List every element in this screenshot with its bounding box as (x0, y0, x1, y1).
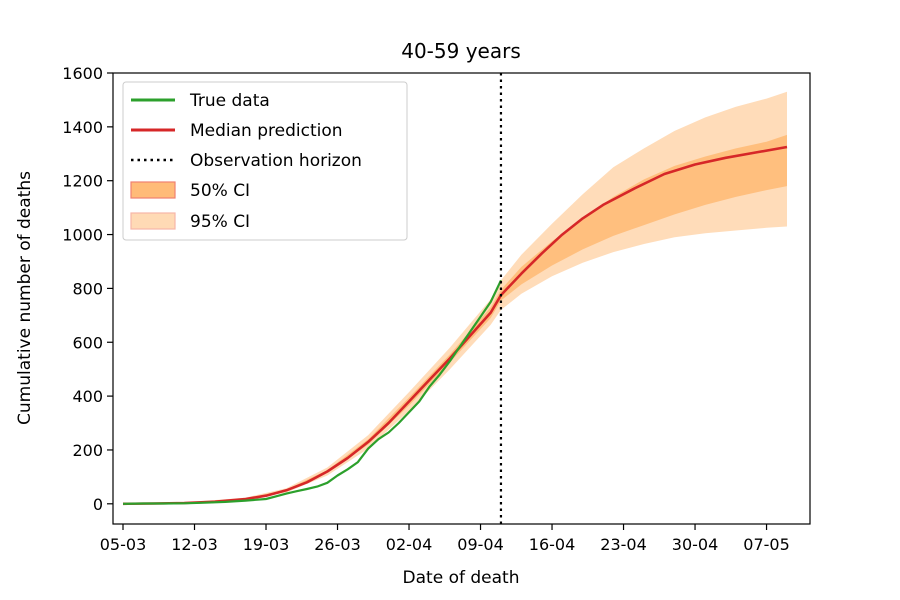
y-tick-label: 1600 (62, 64, 103, 83)
x-tick-label: 30-04 (672, 535, 719, 554)
x-tick-label: 26-03 (314, 535, 361, 554)
y-tick-label: 800 (72, 279, 103, 298)
x-tick-label: 23-04 (600, 535, 647, 554)
y-tick-label: 200 (72, 441, 103, 460)
legend-horizon-label: Observation horizon (190, 151, 362, 171)
x-tick-label: 07-05 (743, 535, 790, 554)
legend-true-data-label: True data (189, 91, 270, 111)
axes: 05-03 12-03 19-03 26-03 02-04 09-04 16-04 23-04… (62, 64, 811, 554)
y-tick-label: 1200 (62, 172, 103, 191)
true-data-line (122, 279, 502, 505)
legend-ci50-label: 50% CI (190, 181, 250, 201)
legend-ci95-swatch (130, 212, 176, 230)
y-tick-label: 600 (72, 333, 103, 352)
y-tick-label: 1400 (62, 118, 103, 137)
y-tick-label: 0 (93, 495, 103, 514)
x-tick-label: 19-03 (243, 535, 290, 554)
plot-area (122, 73, 788, 524)
x-tick-label: 05-03 (100, 535, 147, 554)
legend: True data Median prediction Observation … (122, 81, 408, 241)
legend-frame (122, 81, 408, 241)
x-tick-label: 02-04 (386, 535, 433, 554)
legend-ci95-label: 95% CI (190, 212, 250, 232)
y-axis-label: Cumulative number of deaths (15, 171, 35, 425)
axes-frame (112, 72, 811, 525)
chart-title: 40-59 years (401, 39, 521, 63)
legend-ci50-swatch (130, 181, 176, 199)
y-tick-label: 400 (72, 387, 103, 406)
x-tick-label: 12-03 (171, 535, 218, 554)
median-prediction-line (122, 145, 788, 506)
ci50-band (123, 134, 787, 504)
x-tick-label: 16-04 (529, 535, 576, 554)
y-tick-label: 1000 (62, 226, 103, 245)
x-axis-label: Date of death (403, 568, 520, 588)
x-tick-label: 09-04 (457, 535, 504, 554)
legend-median-label: Median prediction (190, 121, 343, 141)
